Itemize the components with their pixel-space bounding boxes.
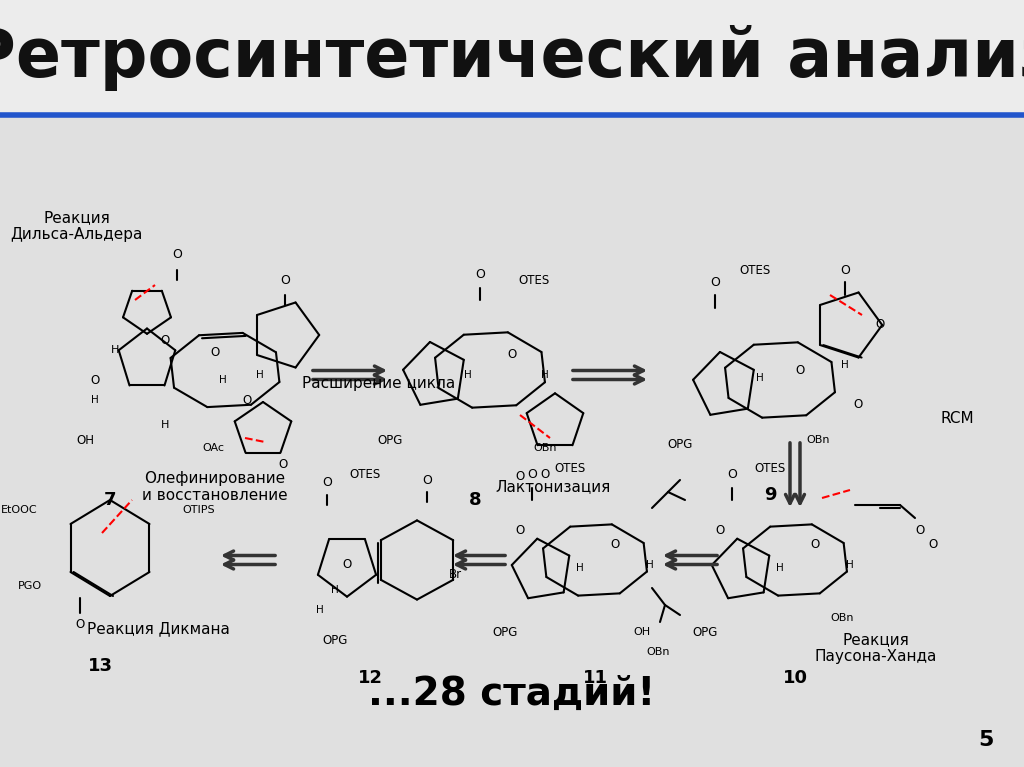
Text: 11: 11 <box>583 669 607 687</box>
Text: O: O <box>527 469 537 482</box>
Text: H: H <box>464 370 472 380</box>
Text: EtOOC: EtOOC <box>1 505 38 515</box>
Text: O: O <box>796 364 805 377</box>
Text: 10: 10 <box>782 669 808 687</box>
Text: O: O <box>90 374 99 387</box>
Text: 7: 7 <box>103 491 117 509</box>
Text: H: H <box>541 370 549 380</box>
Text: OBn: OBn <box>830 613 854 623</box>
Text: H: H <box>91 395 99 405</box>
Text: O: O <box>210 345 219 358</box>
Text: OBn: OBn <box>534 443 557 453</box>
Text: 5: 5 <box>978 730 993 750</box>
Text: 12: 12 <box>357 669 383 687</box>
Text: OPG: OPG <box>323 634 348 647</box>
Text: O: O <box>915 524 925 536</box>
Text: O: O <box>280 274 290 287</box>
Text: O: O <box>710 275 720 288</box>
Text: O: O <box>810 538 819 551</box>
Text: Реакция
Дильса-Альдера: Реакция Дильса-Альдера <box>10 210 143 242</box>
Text: H: H <box>776 563 784 573</box>
Text: H: H <box>841 360 849 370</box>
Text: Реакция Дикмана: Реакция Дикмана <box>87 621 230 637</box>
Text: OTES: OTES <box>739 264 771 276</box>
Text: OBn: OBn <box>646 647 670 657</box>
Text: 13: 13 <box>87 657 113 675</box>
Text: O: O <box>876 318 885 331</box>
Text: OTES: OTES <box>518 274 549 287</box>
Text: O: O <box>279 459 288 472</box>
Text: Лактонизация: Лактонизация <box>496 479 610 495</box>
Text: O: O <box>507 348 517 361</box>
Text: O: O <box>929 538 938 551</box>
Text: RCM: RCM <box>941 410 974 426</box>
Text: 9: 9 <box>764 486 776 504</box>
Bar <box>0 0 1024 115</box>
Text: O: O <box>323 476 332 489</box>
Text: PGO: PGO <box>17 581 42 591</box>
Text: O: O <box>422 473 432 486</box>
Text: O: O <box>172 249 182 262</box>
Text: H: H <box>161 420 169 430</box>
Text: OPG: OPG <box>493 626 518 638</box>
Text: O: O <box>161 334 170 347</box>
Text: H: H <box>646 560 654 570</box>
Text: OTES: OTES <box>554 462 586 475</box>
Text: O: O <box>610 538 620 551</box>
Text: H: H <box>219 375 227 385</box>
Text: H: H <box>111 345 119 355</box>
Text: O: O <box>515 470 524 483</box>
Text: O: O <box>475 268 485 281</box>
Text: OPG: OPG <box>377 433 402 446</box>
Text: Реакция
Паусона-Ханда: Реакция Паусона-Ханда <box>814 632 937 664</box>
Text: Br: Br <box>449 568 462 581</box>
Text: OAc: OAc <box>202 443 224 453</box>
Text: ...28 стадий!: ...28 стадий! <box>369 675 655 713</box>
Text: OTES: OTES <box>349 469 381 482</box>
Text: OH: OH <box>634 627 650 637</box>
Text: Расширение цикла: Расширение цикла <box>302 376 456 391</box>
Text: O: O <box>76 617 85 630</box>
Text: OH: OH <box>76 433 94 446</box>
Text: OBn: OBn <box>806 435 829 445</box>
Text: Ретросинтетический анализ: Ретросинтетический анализ <box>0 25 1024 91</box>
Text: H: H <box>577 563 584 573</box>
Text: H: H <box>846 560 854 570</box>
Text: OPG: OPG <box>668 439 692 452</box>
Text: O: O <box>515 524 524 536</box>
Text: O: O <box>716 524 725 536</box>
Text: O: O <box>541 469 550 482</box>
Text: O: O <box>727 469 737 482</box>
Text: H: H <box>316 605 324 615</box>
Text: OPG: OPG <box>692 626 718 638</box>
Text: H: H <box>256 370 264 380</box>
Text: O: O <box>840 264 850 276</box>
Text: OTES: OTES <box>755 462 785 475</box>
Text: H: H <box>331 585 339 595</box>
Text: Олефинирование
и восстановление: Олефинирование и восстановление <box>142 471 288 503</box>
Text: O: O <box>243 393 252 407</box>
Text: H: H <box>756 373 764 383</box>
Text: 8: 8 <box>469 491 481 509</box>
Text: OTIPS: OTIPS <box>182 505 215 515</box>
Text: O: O <box>342 558 351 571</box>
Text: O: O <box>853 399 862 412</box>
